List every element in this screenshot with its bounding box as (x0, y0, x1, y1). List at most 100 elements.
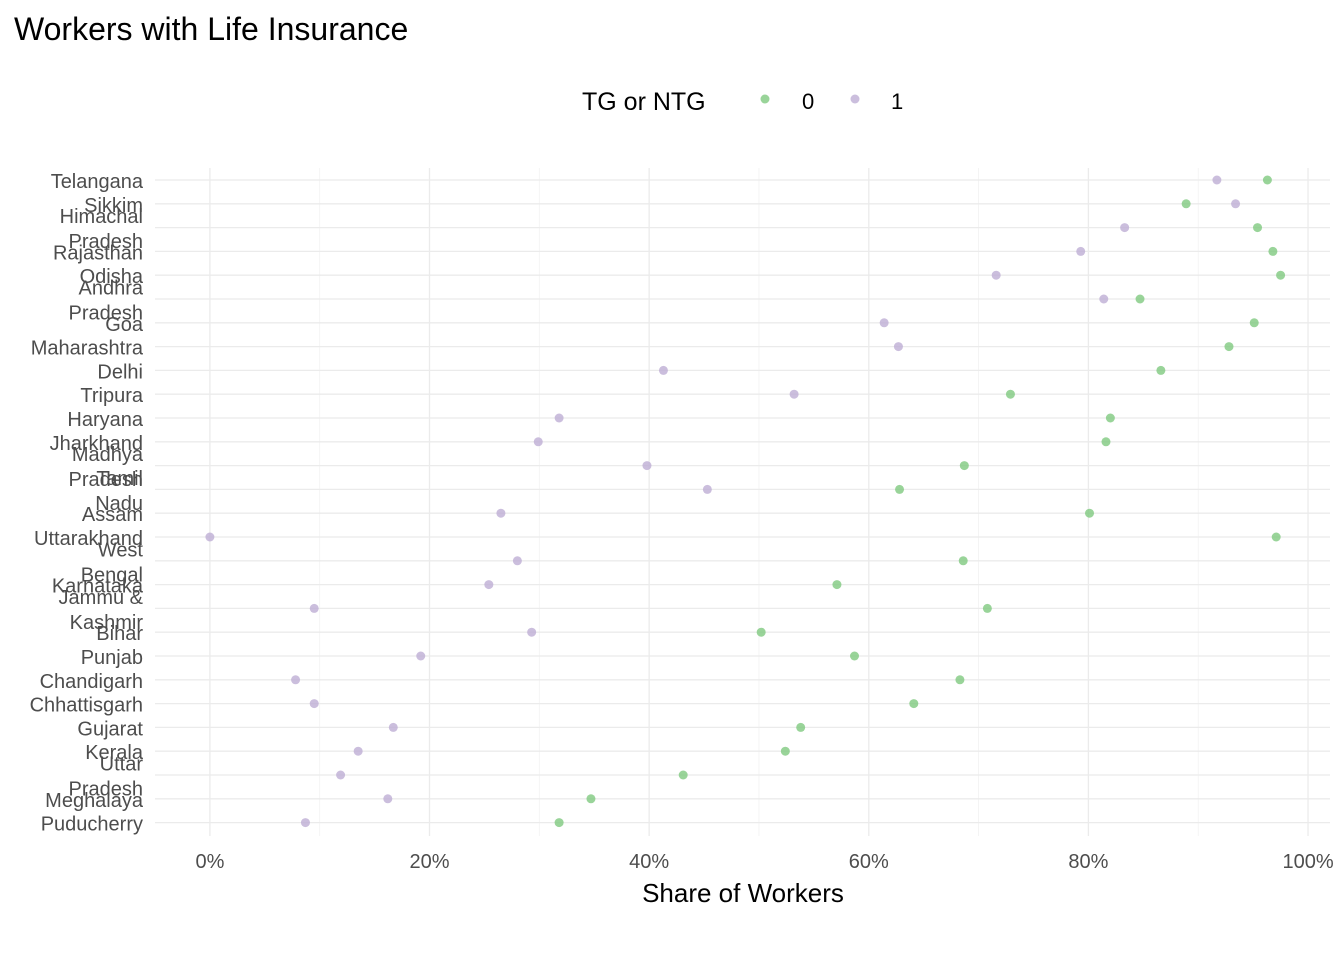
y-tick-label: Rajasthan (53, 242, 143, 264)
point-series-0 (959, 461, 969, 471)
point-series-0 (1135, 294, 1145, 304)
grid (155, 168, 1330, 836)
point-series-1 (1231, 199, 1241, 209)
point-series-1 (300, 818, 310, 828)
point-series-1 (658, 365, 668, 375)
point-series-0 (1276, 270, 1286, 280)
y-tick-label: Himachal Pradesh (60, 206, 143, 253)
point-series-1 (527, 627, 537, 637)
y-tick-label-line: Sikkim (84, 195, 143, 217)
point-series-1 (991, 270, 1001, 280)
y-tick-label-line: Jammu & (59, 587, 144, 609)
y-tick-label-line: Rajasthan (53, 242, 143, 264)
y-tick-label-line: Kashmir (70, 612, 144, 634)
y-tick-label-line: Puducherry (41, 814, 143, 836)
chart-title: Workers with Life Insurance (14, 11, 408, 47)
x-tick-label: 100% (1282, 851, 1333, 873)
y-tick-label: Delhi (97, 361, 143, 383)
y-tick-label-line: Pradesh (69, 779, 144, 801)
point-series-1 (642, 461, 652, 471)
y-tick-label-line: Nadu (95, 493, 143, 515)
point-series-1 (291, 675, 301, 685)
point-series-1 (1212, 175, 1222, 185)
y-tick-label: Odisha (80, 266, 144, 288)
y-tick-label: Jammu & Kashmir (59, 587, 144, 634)
data-points (205, 175, 1286, 828)
point-series-0 (1105, 413, 1115, 423)
legend-label-0: 0 (802, 89, 814, 114)
point-series-0 (586, 794, 596, 804)
point-series-1 (879, 318, 889, 328)
x-tick-label: 40% (629, 851, 669, 873)
y-tick-label-line: Bihar (96, 623, 143, 645)
point-series-1 (789, 389, 799, 399)
point-series-1 (533, 437, 543, 447)
y-tick-label-line: Andhra (79, 278, 144, 300)
point-series-0 (958, 556, 968, 566)
x-tick-label: 20% (410, 851, 450, 873)
point-series-0 (1085, 508, 1095, 518)
y-tick-label: Andhra Pradesh (69, 278, 144, 325)
y-tick-label: Assam (82, 504, 143, 526)
y-tick-label: Bihar (96, 623, 143, 645)
y-tick-label-line: Tamil (96, 468, 143, 490)
x-tick-label: 80% (1068, 851, 1108, 873)
y-tick-label-line: Goa (105, 314, 144, 336)
point-series-1 (353, 746, 363, 756)
y-tick-label-line: Odisha (80, 266, 144, 288)
y-tick-label-line: Punjab (81, 647, 143, 669)
point-series-0 (909, 699, 919, 709)
y-tick-label-line: Uttar (100, 754, 144, 776)
y-tick-label: Punjab (81, 647, 143, 669)
y-tick-label-line: Pradesh (69, 469, 144, 491)
point-series-1 (893, 342, 903, 352)
y-tick-label-line: Meghalaya (45, 790, 144, 812)
y-tick-label: Jharkhand (50, 433, 143, 455)
y-tick-label: Meghalaya (45, 790, 144, 812)
y-tick-label: Karnataka (52, 576, 144, 598)
point-series-1 (205, 532, 215, 542)
y-tick-label-line: Tripura (80, 385, 143, 407)
y-tick-label: Gujarat (77, 718, 143, 740)
legend: TG or NTG 0 1 (582, 88, 903, 116)
y-tick-label-line: Assam (82, 504, 143, 526)
point-series-0 (1005, 389, 1015, 399)
legend-key-0 (760, 94, 770, 104)
y-tick-label-line: Maharashtra (31, 338, 144, 360)
point-series-0 (832, 580, 842, 590)
y-tick-label-line: Kerala (85, 742, 144, 764)
x-tick-label: 60% (849, 851, 889, 873)
x-axis-ticks: 0% 20% 40% 60% 80% 100% (195, 851, 1333, 873)
y-tick-label: Telangana (51, 171, 144, 193)
point-series-0 (554, 818, 564, 828)
point-series-1 (484, 580, 494, 590)
legend-label-1: 1 (891, 89, 903, 114)
point-series-1 (512, 556, 522, 566)
point-series-1 (554, 413, 564, 423)
point-series-1 (1076, 246, 1086, 256)
point-series-0 (1253, 223, 1263, 233)
point-series-1 (416, 651, 426, 661)
y-tick-label-line: Gujarat (77, 718, 143, 740)
y-tick-label-line: Chhattisgarh (30, 695, 143, 717)
point-series-0 (1249, 318, 1259, 328)
y-tick-label-line: Jharkhand (50, 433, 143, 455)
point-series-0 (1181, 199, 1191, 209)
point-series-1 (336, 770, 346, 780)
y-tick-label: Puducherry (41, 814, 143, 836)
point-series-0 (1224, 342, 1234, 352)
y-tick-label-line: Bengal (81, 564, 143, 586)
y-tick-label: Uttarakhand (34, 528, 143, 550)
y-tick-label: Chandigarh (40, 671, 143, 693)
y-tick-label: Sikkim (84, 195, 143, 217)
y-tick-label: Chhattisgarh (30, 695, 143, 717)
y-tick-label-line: Madhya (72, 444, 144, 466)
y-tick-label: Maharashtra (31, 338, 144, 360)
point-series-1 (702, 484, 712, 494)
point-series-0 (895, 484, 905, 494)
y-tick-label-line: West (98, 539, 144, 561)
y-tick-label: Tamil Nadu (95, 468, 143, 515)
y-tick-label-line: Telangana (51, 171, 144, 193)
